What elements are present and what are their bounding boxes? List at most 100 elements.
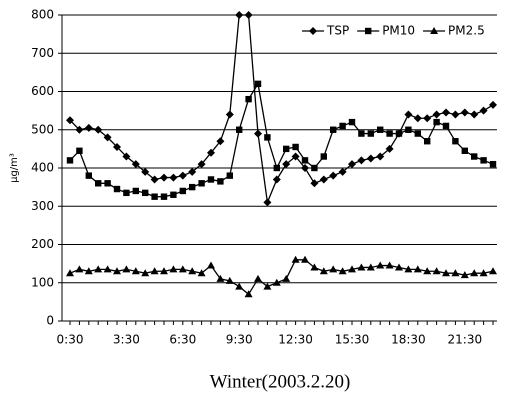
marker bbox=[150, 175, 159, 184]
marker bbox=[489, 100, 497, 109]
series-line bbox=[69, 82, 494, 198]
y-tick-label: 800 bbox=[31, 8, 54, 22]
marker bbox=[94, 125, 103, 134]
marker bbox=[197, 160, 206, 169]
x-tick-label: 15:30 bbox=[335, 333, 370, 347]
marker bbox=[377, 126, 384, 133]
marker bbox=[376, 152, 385, 161]
marker bbox=[442, 269, 450, 277]
marker bbox=[339, 122, 346, 130]
marker bbox=[75, 265, 84, 273]
marker bbox=[432, 267, 441, 275]
x-tick-label: 21:30 bbox=[448, 333, 483, 347]
marker bbox=[179, 187, 186, 195]
marker bbox=[188, 167, 197, 176]
marker bbox=[235, 11, 244, 19]
marker bbox=[430, 27, 439, 34]
marker bbox=[84, 123, 93, 132]
chart-title: Winter(2003.2.20) bbox=[210, 371, 351, 392]
marker bbox=[282, 160, 291, 169]
legend-label: PM10 bbox=[382, 24, 415, 38]
series-line bbox=[69, 259, 494, 296]
series-line bbox=[69, 14, 494, 205]
legend-label: TSP bbox=[326, 24, 349, 38]
marker bbox=[357, 156, 366, 165]
marker bbox=[338, 167, 347, 176]
marker bbox=[264, 134, 271, 141]
y-tick-label: 200 bbox=[31, 237, 54, 251]
marker bbox=[433, 118, 440, 126]
marker bbox=[460, 271, 469, 279]
marker bbox=[320, 153, 327, 160]
marker bbox=[319, 267, 328, 275]
marker bbox=[216, 274, 225, 282]
marker bbox=[423, 267, 432, 275]
marker bbox=[84, 267, 93, 275]
marker bbox=[104, 180, 111, 187]
marker bbox=[160, 193, 168, 200]
marker bbox=[413, 265, 422, 273]
marker bbox=[178, 171, 187, 180]
marker bbox=[207, 176, 215, 183]
marker bbox=[122, 152, 131, 161]
marker bbox=[480, 157, 487, 164]
marker bbox=[245, 95, 252, 103]
marker bbox=[75, 125, 84, 134]
marker bbox=[451, 269, 460, 277]
marker bbox=[170, 191, 177, 198]
marker bbox=[244, 11, 253, 19]
marker bbox=[113, 185, 121, 193]
marker bbox=[367, 130, 374, 137]
marker bbox=[131, 267, 140, 275]
marker bbox=[301, 157, 309, 164]
marker bbox=[404, 110, 413, 119]
marker bbox=[471, 153, 478, 160]
marker bbox=[113, 267, 121, 275]
marker bbox=[395, 130, 403, 137]
marker bbox=[282, 274, 291, 282]
marker bbox=[292, 143, 299, 151]
marker bbox=[348, 118, 356, 126]
marker bbox=[301, 255, 309, 263]
marker bbox=[414, 130, 421, 137]
marker bbox=[66, 157, 74, 164]
marker bbox=[263, 282, 272, 290]
marker bbox=[95, 180, 102, 187]
marker bbox=[357, 263, 366, 271]
marker bbox=[272, 278, 281, 286]
marker bbox=[103, 265, 112, 273]
marker bbox=[310, 179, 319, 188]
marker bbox=[94, 265, 103, 273]
marker bbox=[198, 180, 205, 187]
legend-label: PM2.5 bbox=[448, 24, 485, 38]
marker bbox=[123, 189, 130, 197]
marker bbox=[329, 265, 338, 273]
marker bbox=[217, 178, 224, 185]
marker bbox=[178, 265, 187, 273]
marker bbox=[236, 126, 243, 133]
marker bbox=[385, 261, 394, 269]
marker bbox=[479, 106, 488, 115]
marker bbox=[364, 27, 372, 35]
marker bbox=[432, 110, 441, 119]
marker bbox=[413, 114, 422, 123]
marker bbox=[263, 198, 272, 207]
marker bbox=[461, 147, 468, 154]
marker bbox=[141, 167, 150, 176]
marker bbox=[291, 152, 300, 161]
marker bbox=[423, 114, 432, 123]
marker bbox=[131, 160, 140, 169]
marker bbox=[452, 138, 459, 145]
marker bbox=[272, 175, 281, 184]
marker bbox=[366, 154, 375, 163]
marker bbox=[216, 137, 225, 146]
marker bbox=[188, 267, 197, 275]
marker bbox=[254, 274, 262, 282]
marker bbox=[348, 160, 356, 169]
y-tick-label: 0 bbox=[46, 314, 54, 328]
marker bbox=[197, 269, 206, 277]
marker bbox=[207, 148, 215, 157]
marker bbox=[66, 116, 74, 125]
marker bbox=[311, 164, 318, 172]
